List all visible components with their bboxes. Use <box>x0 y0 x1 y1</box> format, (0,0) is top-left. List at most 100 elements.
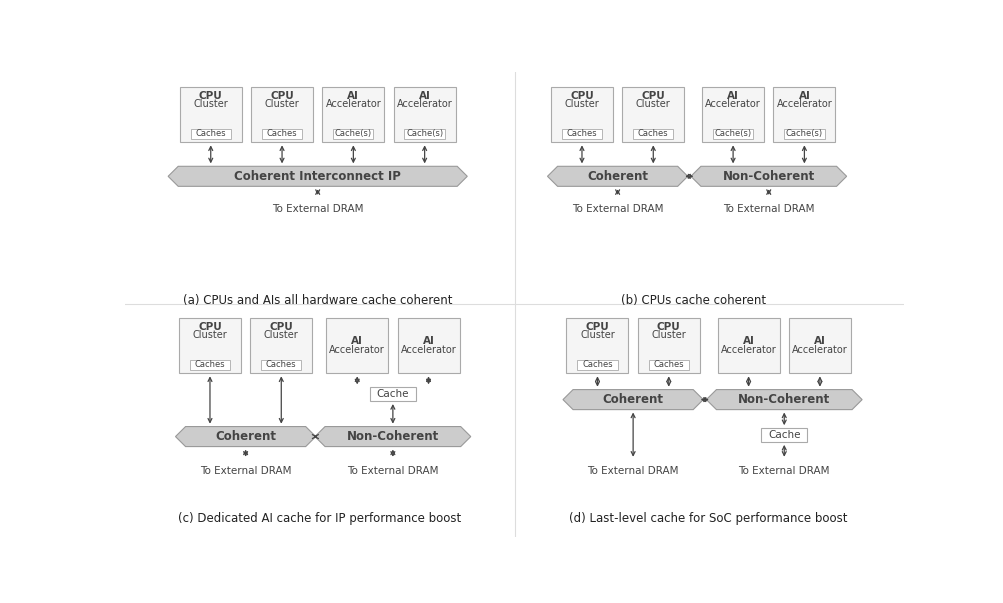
Text: CPU: CPU <box>656 322 680 332</box>
Polygon shape <box>563 390 702 409</box>
Polygon shape <box>168 166 466 186</box>
Text: CPU: CPU <box>641 91 665 101</box>
Text: Cache(s): Cache(s) <box>405 129 442 138</box>
Text: Cache: Cache <box>376 389 408 399</box>
Text: To External DRAM: To External DRAM <box>347 466 438 476</box>
Text: To External DRAM: To External DRAM <box>738 466 829 476</box>
Text: Non-Coherent: Non-Coherent <box>346 430 438 443</box>
Text: AI: AI <box>351 336 363 346</box>
FancyBboxPatch shape <box>369 387 415 401</box>
Text: Caches: Caches <box>266 360 296 369</box>
Text: (a) CPUs and AIs all hardware cache coherent: (a) CPUs and AIs all hardware cache cohe… <box>183 294 452 307</box>
Text: AI: AI <box>422 336 434 346</box>
Text: Cluster: Cluster <box>635 99 670 109</box>
FancyBboxPatch shape <box>551 87 613 142</box>
Text: (b) CPUs cache coherent: (b) CPUs cache coherent <box>620 294 765 307</box>
Text: Cluster: Cluster <box>564 99 599 109</box>
Text: AI: AI <box>418 91 430 101</box>
Text: Accelerator: Accelerator <box>704 99 760 109</box>
Text: Accelerator: Accelerator <box>791 346 847 355</box>
Text: AI: AI <box>347 91 359 101</box>
Text: Caches: Caches <box>196 129 226 138</box>
FancyBboxPatch shape <box>393 87 455 142</box>
FancyBboxPatch shape <box>261 359 301 370</box>
Text: Accelerator: Accelerator <box>329 346 385 355</box>
Text: CPU: CPU <box>270 91 294 101</box>
FancyBboxPatch shape <box>250 318 312 373</box>
Text: Caches: Caches <box>653 360 683 369</box>
Text: AI: AI <box>726 91 738 101</box>
FancyBboxPatch shape <box>788 318 851 373</box>
FancyBboxPatch shape <box>772 87 834 142</box>
FancyBboxPatch shape <box>333 128 373 139</box>
Text: Accelerator: Accelerator <box>325 99 381 109</box>
Text: To External DRAM: To External DRAM <box>200 466 291 476</box>
Text: To External DRAM: To External DRAM <box>722 204 813 214</box>
Text: Coherent: Coherent <box>215 430 276 443</box>
Text: Cluster: Cluster <box>193 330 227 340</box>
Text: Cache: Cache <box>767 430 799 440</box>
FancyBboxPatch shape <box>262 128 302 139</box>
Text: Coherent Interconnect IP: Coherent Interconnect IP <box>234 170 401 183</box>
Text: Accelerator: Accelerator <box>775 99 831 109</box>
Text: (d) Last-level cache for SoC performance boost: (d) Last-level cache for SoC performance… <box>569 512 848 525</box>
FancyBboxPatch shape <box>622 87 684 142</box>
Text: Accelerator: Accelerator <box>396 99 452 109</box>
Text: CPU: CPU <box>570 91 593 101</box>
Text: CPU: CPU <box>269 322 293 332</box>
Text: Cluster: Cluster <box>264 330 298 340</box>
Text: (c) Dedicated AI cache for IP performance boost: (c) Dedicated AI cache for IP performanc… <box>178 512 460 525</box>
Text: Cache(s): Cache(s) <box>785 129 822 138</box>
Text: Cache(s): Cache(s) <box>714 129 751 138</box>
Text: AI: AI <box>813 336 825 346</box>
FancyBboxPatch shape <box>566 318 628 373</box>
FancyBboxPatch shape <box>577 359 617 370</box>
FancyBboxPatch shape <box>404 128 444 139</box>
Text: Caches: Caches <box>195 360 225 369</box>
FancyBboxPatch shape <box>397 318 459 373</box>
Text: Caches: Caches <box>267 129 297 138</box>
FancyBboxPatch shape <box>180 87 242 142</box>
Text: Caches: Caches <box>637 129 668 138</box>
Text: Caches: Caches <box>582 360 612 369</box>
Text: Non-Coherent: Non-Coherent <box>722 170 814 183</box>
Text: CPU: CPU <box>585 322 609 332</box>
Text: Coherent: Coherent <box>602 393 663 406</box>
Polygon shape <box>176 426 316 447</box>
Polygon shape <box>315 426 470 447</box>
Text: CPU: CPU <box>198 322 222 332</box>
FancyBboxPatch shape <box>760 428 806 442</box>
Text: AI: AI <box>742 336 754 346</box>
FancyBboxPatch shape <box>717 318 778 373</box>
Text: Coherent: Coherent <box>587 170 648 183</box>
Text: CPU: CPU <box>199 91 223 101</box>
FancyBboxPatch shape <box>562 128 602 139</box>
Text: To External DRAM: To External DRAM <box>572 204 663 214</box>
FancyBboxPatch shape <box>701 87 763 142</box>
Polygon shape <box>547 166 687 186</box>
Polygon shape <box>706 390 862 409</box>
FancyBboxPatch shape <box>190 359 230 370</box>
Text: Caches: Caches <box>566 129 597 138</box>
Text: Cluster: Cluster <box>580 330 614 340</box>
Text: Accelerator: Accelerator <box>400 346 456 355</box>
FancyBboxPatch shape <box>637 318 699 373</box>
Text: Non-Coherent: Non-Coherent <box>737 393 829 406</box>
Text: AI: AI <box>797 91 809 101</box>
Text: To External DRAM: To External DRAM <box>272 204 363 214</box>
FancyBboxPatch shape <box>179 318 241 373</box>
FancyBboxPatch shape <box>783 128 823 139</box>
Text: Cluster: Cluster <box>651 330 685 340</box>
FancyBboxPatch shape <box>322 87 384 142</box>
FancyBboxPatch shape <box>648 359 688 370</box>
FancyBboxPatch shape <box>712 128 752 139</box>
Text: Cache(s): Cache(s) <box>334 129 371 138</box>
Text: To External DRAM: To External DRAM <box>587 466 678 476</box>
FancyBboxPatch shape <box>633 128 673 139</box>
Text: Cluster: Cluster <box>194 99 228 109</box>
FancyBboxPatch shape <box>251 87 313 142</box>
FancyBboxPatch shape <box>326 318 388 373</box>
Text: Cluster: Cluster <box>265 99 299 109</box>
Text: Accelerator: Accelerator <box>720 346 775 355</box>
FancyBboxPatch shape <box>191 128 231 139</box>
